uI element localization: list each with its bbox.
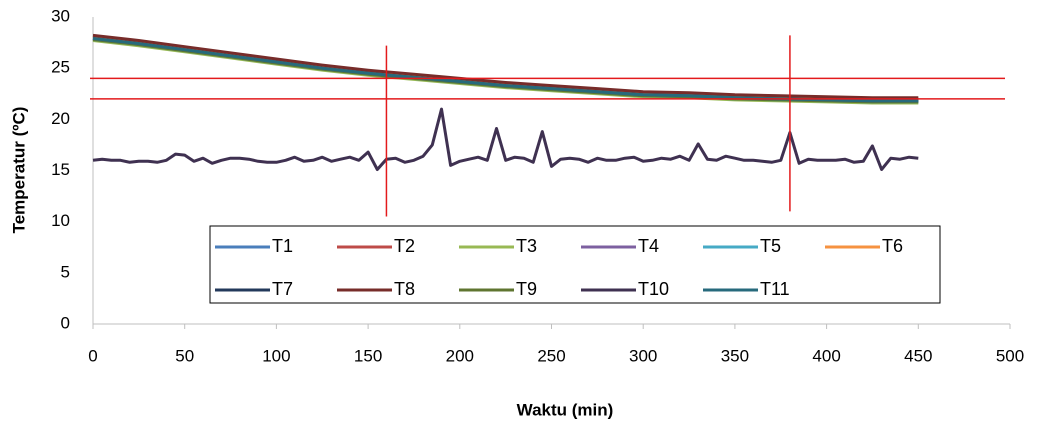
legend-label: T9 [516,279,537,299]
series-line [92,37,919,103]
x-tick-label: 450 [904,346,932,365]
x-tick-label: 50 [175,346,194,365]
y-tick-label: 30 [51,6,70,25]
legend-label: T11 [760,279,790,299]
series-line [92,33,919,100]
x-tick-label: 100 [262,346,290,365]
x-tick-label: 350 [721,346,749,365]
legend-label: T8 [394,279,415,299]
x-tick-label: 200 [446,346,474,365]
series-line [92,38,919,104]
series-line [92,34,919,101]
y-tick-label: 0 [61,313,70,332]
legend-label: T2 [394,236,415,256]
y-tick-label: 25 [51,58,70,77]
y-tick-label: 20 [51,109,70,128]
x-axis-title: Waktu (min) [517,400,614,419]
x-tick-label: 150 [354,346,382,365]
series-line [92,34,919,101]
legend-box [209,225,941,304]
legend-label: T4 [638,236,659,256]
series-line [92,107,919,171]
y-tick-label: 15 [51,160,70,179]
series-line [92,36,919,102]
series-line [92,37,919,103]
legend-label: T5 [760,236,781,256]
x-tick-label: 400 [812,346,840,365]
y-tick-label: 5 [61,262,70,281]
x-tick-label: 250 [537,346,565,365]
y-axis-title: Temperatur (ºC) [9,107,28,234]
legend-label: T1 [272,236,293,256]
legend-label: T6 [882,236,903,256]
x-tick-label: 300 [629,346,657,365]
series-line [92,38,919,104]
x-tick-label: 500 [996,346,1024,365]
legend-label: T3 [516,236,537,256]
x-tick-label: 0 [88,346,97,365]
legend-label: T10 [638,279,669,299]
series-line [92,37,919,103]
legend-label: T7 [272,279,293,299]
y-tick-label: 10 [51,211,70,230]
